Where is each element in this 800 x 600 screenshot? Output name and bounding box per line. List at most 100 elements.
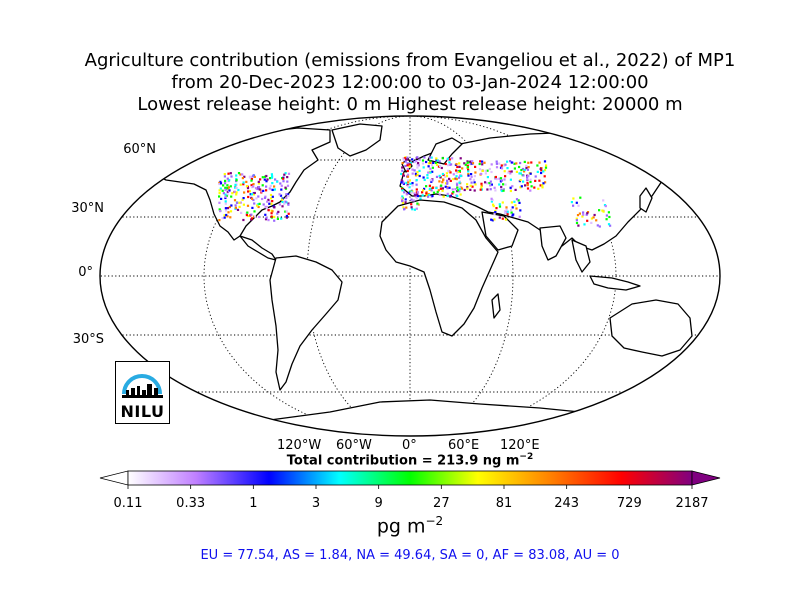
concentration-pixel: [273, 215, 276, 219]
concentration-pixel: [502, 183, 505, 186]
concentration-pixel: [242, 181, 245, 184]
concentration-pixel: [480, 186, 483, 189]
concentration-pixel: [241, 198, 244, 201]
concentration-pixel: [240, 211, 243, 214]
concentration-pixel: [478, 168, 482, 171]
concentration-pixel: [428, 193, 431, 197]
concentration-pixel: [520, 185, 523, 188]
concentration-pixel: [402, 174, 405, 177]
concentration-pixel: [245, 185, 249, 188]
concentration-pixel: [415, 197, 418, 200]
total-contribution: Total contribution = 213.9 ng m−2: [0, 452, 800, 468]
concentration-pixel: [525, 167, 528, 170]
concentration-pixel: [239, 183, 242, 186]
concentration-pixel: [480, 184, 483, 187]
concentration-pixel: [495, 162, 498, 165]
concentration-pixel: [425, 192, 428, 195]
concentration-pixel: [404, 201, 407, 204]
concentration-pixel: [432, 161, 435, 164]
concentration-pixel: [218, 195, 221, 198]
concentration-pixel: [526, 187, 530, 190]
concentration-pixel: [510, 201, 513, 204]
concentration-pixel: [229, 216, 232, 219]
concentration-pixel: [287, 193, 290, 196]
concentration-pixel: [242, 203, 245, 206]
concentration-pixel: [248, 190, 251, 193]
concentration-pixel: [526, 176, 529, 179]
concentration-pixel: [267, 198, 270, 201]
concentration-pixel: [598, 209, 601, 212]
concentration-pixel: [579, 196, 582, 199]
concentration-pixel: [518, 215, 521, 218]
concentration-pixel: [536, 170, 539, 173]
concentration-pixel: [496, 178, 499, 181]
concentration-pixel: [264, 175, 267, 178]
concentration-pixel: [235, 177, 238, 181]
concentration-pixel: [575, 219, 578, 222]
concentration-pixel: [501, 201, 504, 204]
concentration-pixel: [228, 205, 231, 209]
concentration-pixel: [504, 211, 507, 214]
concentration-pixel: [466, 186, 469, 189]
concentration-pixel: [473, 189, 476, 192]
concentration-pixel: [439, 176, 442, 179]
concentration-pixel: [455, 171, 458, 174]
colorbar-lower-extension: [99, 470, 129, 486]
concentration-pixel: [268, 187, 271, 190]
concentration-pixel: [269, 177, 272, 180]
concentration-pixel: [518, 172, 521, 175]
concentration-pixel: [284, 172, 287, 175]
concentration-pixel: [463, 162, 466, 165]
concentration-pixel: [577, 204, 580, 207]
concentration-pixel: [279, 182, 282, 185]
australia: [609, 299, 693, 357]
concentration-pixel: [402, 157, 405, 160]
colorbar-tick-label: 3: [311, 496, 321, 511]
concentration-pixel: [441, 172, 444, 176]
concentration-pixel: [576, 214, 580, 217]
concentration-pixel: [245, 180, 248, 183]
concentration-pixel: [492, 205, 495, 208]
concentration-pixel: [537, 187, 540, 190]
concentration-pixel: [439, 164, 442, 168]
concentration-pixel: [436, 159, 440, 162]
concentration-pixel: [429, 161, 432, 164]
concentration-pixel: [451, 157, 454, 160]
concentration-pixel: [280, 184, 283, 187]
concentration-pixel: [250, 217, 254, 220]
concentration-pixel: [467, 174, 470, 177]
concentration-pixel: [239, 201, 242, 204]
concentration-pixel: [595, 219, 598, 222]
concentration-pixel: [466, 160, 469, 163]
concentration-pixel: [513, 167, 516, 170]
concentration-pixel: [447, 169, 450, 172]
concentration-pixel: [414, 172, 417, 175]
concentration-pixel: [538, 179, 541, 182]
concentration-pixel: [481, 163, 484, 166]
concentration-pixel: [423, 178, 426, 181]
concentration-pixel: [474, 165, 477, 168]
concentration-pixel: [460, 187, 464, 190]
concentration-pixel: [237, 172, 241, 175]
concentration-pixel: [510, 170, 513, 173]
concentration-pixel: [253, 175, 256, 178]
concentration-pixel: [494, 177, 497, 180]
concentration-pixel: [480, 182, 483, 185]
concentration-pixel: [218, 201, 221, 204]
concentration-pixel: [427, 195, 430, 198]
concentration-pixel: [273, 206, 276, 209]
concentration-pixel: [459, 193, 462, 196]
concentration-pixel: [421, 162, 425, 165]
concentration-pixel: [225, 213, 228, 217]
concentration-pixel: [415, 160, 418, 163]
concentration-pixel: [416, 163, 419, 166]
concentration-pixel: [285, 193, 288, 196]
concentration-pixel: [228, 189, 231, 192]
concentration-pixel: [262, 203, 265, 206]
concentration-pixel: [229, 210, 233, 213]
concentration-pixel: [402, 181, 405, 184]
concentration-pixel: [581, 215, 584, 218]
concentration-pixel: [530, 185, 533, 188]
concentration-pixel: [257, 182, 261, 185]
concentration-pixel: [455, 169, 458, 172]
